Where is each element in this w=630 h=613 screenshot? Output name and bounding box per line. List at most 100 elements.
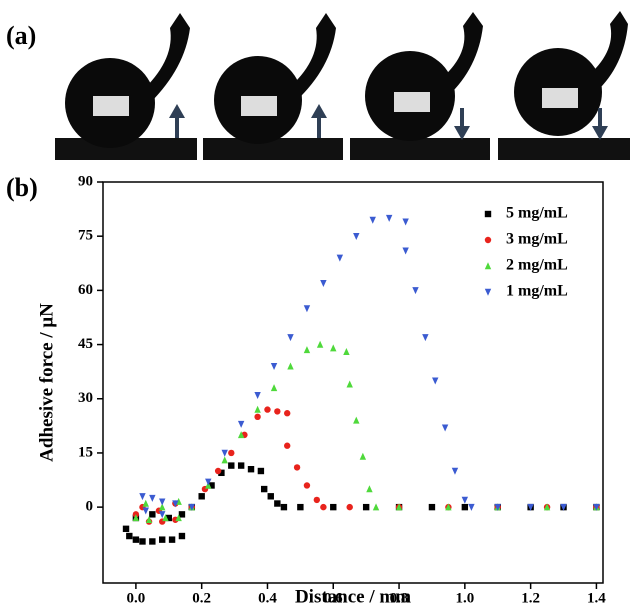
legend-marker	[484, 210, 492, 218]
photo	[350, 8, 490, 160]
point	[346, 380, 353, 388]
y-tick-label: 75	[78, 228, 93, 244]
legend-marker	[484, 288, 492, 296]
point	[221, 449, 228, 457]
point	[122, 525, 130, 533]
point	[149, 538, 156, 545]
point	[132, 514, 140, 522]
point	[145, 515, 153, 523]
point	[293, 464, 301, 471]
point	[287, 362, 294, 370]
point	[178, 532, 186, 540]
point	[353, 416, 360, 424]
point	[284, 442, 291, 449]
point	[247, 466, 255, 473]
x-tick-label: 0.6	[324, 590, 343, 606]
point	[451, 467, 459, 475]
photo	[203, 8, 343, 160]
point	[172, 500, 179, 508]
point	[257, 467, 265, 475]
panel-label: (b)	[6, 173, 38, 202]
point	[412, 287, 419, 295]
photo	[55, 8, 197, 160]
photo	[498, 8, 630, 160]
point	[159, 511, 166, 519]
point	[313, 496, 321, 504]
point	[369, 216, 376, 224]
point	[297, 503, 304, 511]
point	[142, 499, 149, 507]
photo-strip	[55, 8, 630, 160]
point	[422, 334, 429, 342]
point	[468, 503, 475, 511]
point	[221, 456, 228, 464]
point	[228, 449, 235, 457]
point	[494, 503, 501, 511]
point	[264, 406, 271, 413]
point	[132, 536, 140, 543]
point	[543, 503, 551, 511]
point	[254, 405, 261, 413]
y-tick-label: 0	[86, 499, 94, 515]
point	[359, 452, 367, 460]
point	[178, 511, 186, 518]
y-tick-label: 15	[78, 444, 93, 460]
point	[218, 469, 225, 477]
point	[432, 377, 439, 385]
point	[270, 363, 278, 371]
point	[441, 424, 449, 432]
point	[237, 431, 245, 439]
point	[593, 503, 600, 511]
point	[303, 346, 311, 354]
point	[254, 413, 261, 421]
point	[320, 279, 327, 287]
point	[159, 503, 166, 511]
point	[142, 507, 149, 515]
y-axis-label: Adhesive force / μN	[36, 303, 57, 462]
x-tick-label: 0.2	[192, 590, 211, 606]
point	[402, 247, 409, 255]
point	[139, 493, 146, 501]
point	[287, 334, 294, 342]
x-tick-label: 1.4	[587, 590, 606, 606]
x-tick-label: 1.0	[455, 590, 474, 606]
point	[168, 536, 176, 543]
point	[320, 503, 327, 511]
point	[330, 503, 337, 511]
point	[316, 340, 324, 348]
point	[343, 347, 350, 355]
point	[303, 305, 311, 313]
point	[274, 408, 281, 415]
point	[139, 538, 146, 545]
point	[267, 493, 274, 500]
point	[198, 493, 205, 500]
point	[126, 532, 133, 540]
y-tick-label: 60	[78, 282, 93, 298]
y-tick-label: 45	[78, 336, 93, 352]
x-tick-label: 1.2	[521, 590, 540, 606]
point	[560, 503, 567, 511]
point	[336, 254, 344, 262]
y-tick-label: 30	[78, 390, 93, 406]
point	[159, 536, 166, 543]
point	[303, 482, 311, 489]
point	[237, 462, 245, 469]
point	[461, 503, 469, 511]
y-tick-label: 90	[78, 173, 93, 189]
x-tick-label: 0.4	[258, 590, 277, 606]
x-tick-label: 0.8	[390, 590, 409, 606]
point	[159, 498, 166, 506]
point	[149, 494, 156, 502]
point	[149, 511, 156, 518]
x-axis-label: Distance / mm	[295, 586, 411, 607]
point	[205, 478, 212, 486]
point	[362, 503, 370, 511]
point	[527, 503, 534, 511]
point	[214, 467, 222, 475]
point	[428, 503, 436, 511]
point	[353, 232, 360, 240]
point	[395, 503, 403, 511]
point	[228, 462, 235, 469]
legend-marker	[484, 236, 492, 244]
